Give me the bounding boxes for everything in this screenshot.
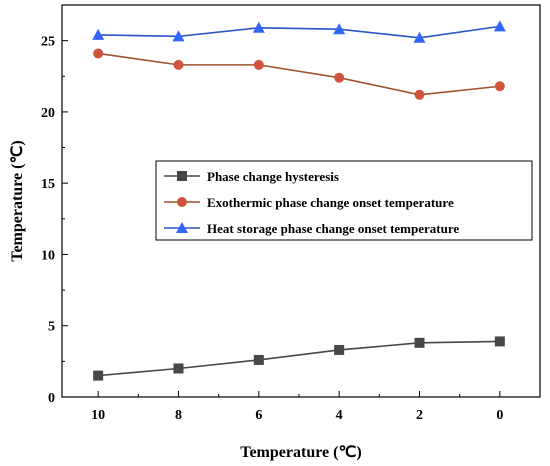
data-point [173, 59, 184, 70]
data-point [173, 363, 184, 374]
y-tick-label: 10 [41, 248, 55, 263]
legend: Phase change hysteresis Exothermic phase … [155, 160, 533, 241]
x-tick-label: 4 [336, 408, 343, 423]
data-point [494, 336, 505, 347]
data-point [414, 337, 425, 348]
data-point [333, 23, 346, 35]
y-tick-label: 0 [48, 391, 55, 406]
series-1 [93, 336, 505, 381]
x-axis-title: Temperature (℃) [240, 444, 362, 461]
legend-marker [177, 171, 187, 181]
x-tick-label: 10 [91, 408, 105, 423]
legend-marker [177, 197, 187, 207]
data-point [172, 30, 185, 42]
plot-frame [61, 4, 541, 398]
series-line [98, 340, 500, 377]
data-point [414, 89, 425, 100]
x-tick-label: 8 [175, 408, 182, 423]
data-point [253, 59, 264, 70]
legend-marker [176, 222, 188, 233]
legend-label: Phase change hysteresis [207, 169, 339, 184]
y-tick-label: 5 [48, 320, 55, 335]
y-axis: 0 5 10 15 20 25 [41, 35, 68, 406]
series-layer [92, 20, 506, 381]
data-point [93, 48, 104, 59]
data-point [252, 21, 265, 33]
x-tick-label: 6 [255, 408, 262, 423]
x-axis: 10 8 6 4 2 0 [91, 391, 503, 423]
y-tick-label: 25 [41, 35, 55, 50]
y-tick-label: 20 [41, 106, 55, 121]
legend-label: Heat storage phase change onset temperat… [207, 221, 459, 236]
x-tick-label: 0 [496, 408, 503, 423]
data-point [413, 31, 426, 43]
series-2 [93, 48, 505, 100]
data-point [493, 20, 506, 32]
y-tick-label: 15 [41, 177, 55, 192]
series-line [98, 25, 500, 39]
data-point [93, 370, 104, 381]
y-axis-title: Temperature (℃) [9, 140, 26, 262]
x-tick-label: 2 [416, 408, 423, 423]
data-point [334, 72, 345, 83]
legend-box [155, 160, 533, 241]
series-3 [92, 20, 506, 43]
data-point [334, 344, 345, 355]
data-point [253, 354, 264, 365]
data-point [92, 28, 105, 40]
series-line [98, 52, 500, 96]
data-point [494, 81, 505, 92]
legend-label: Exothermic phase change onset temperatur… [207, 195, 454, 210]
